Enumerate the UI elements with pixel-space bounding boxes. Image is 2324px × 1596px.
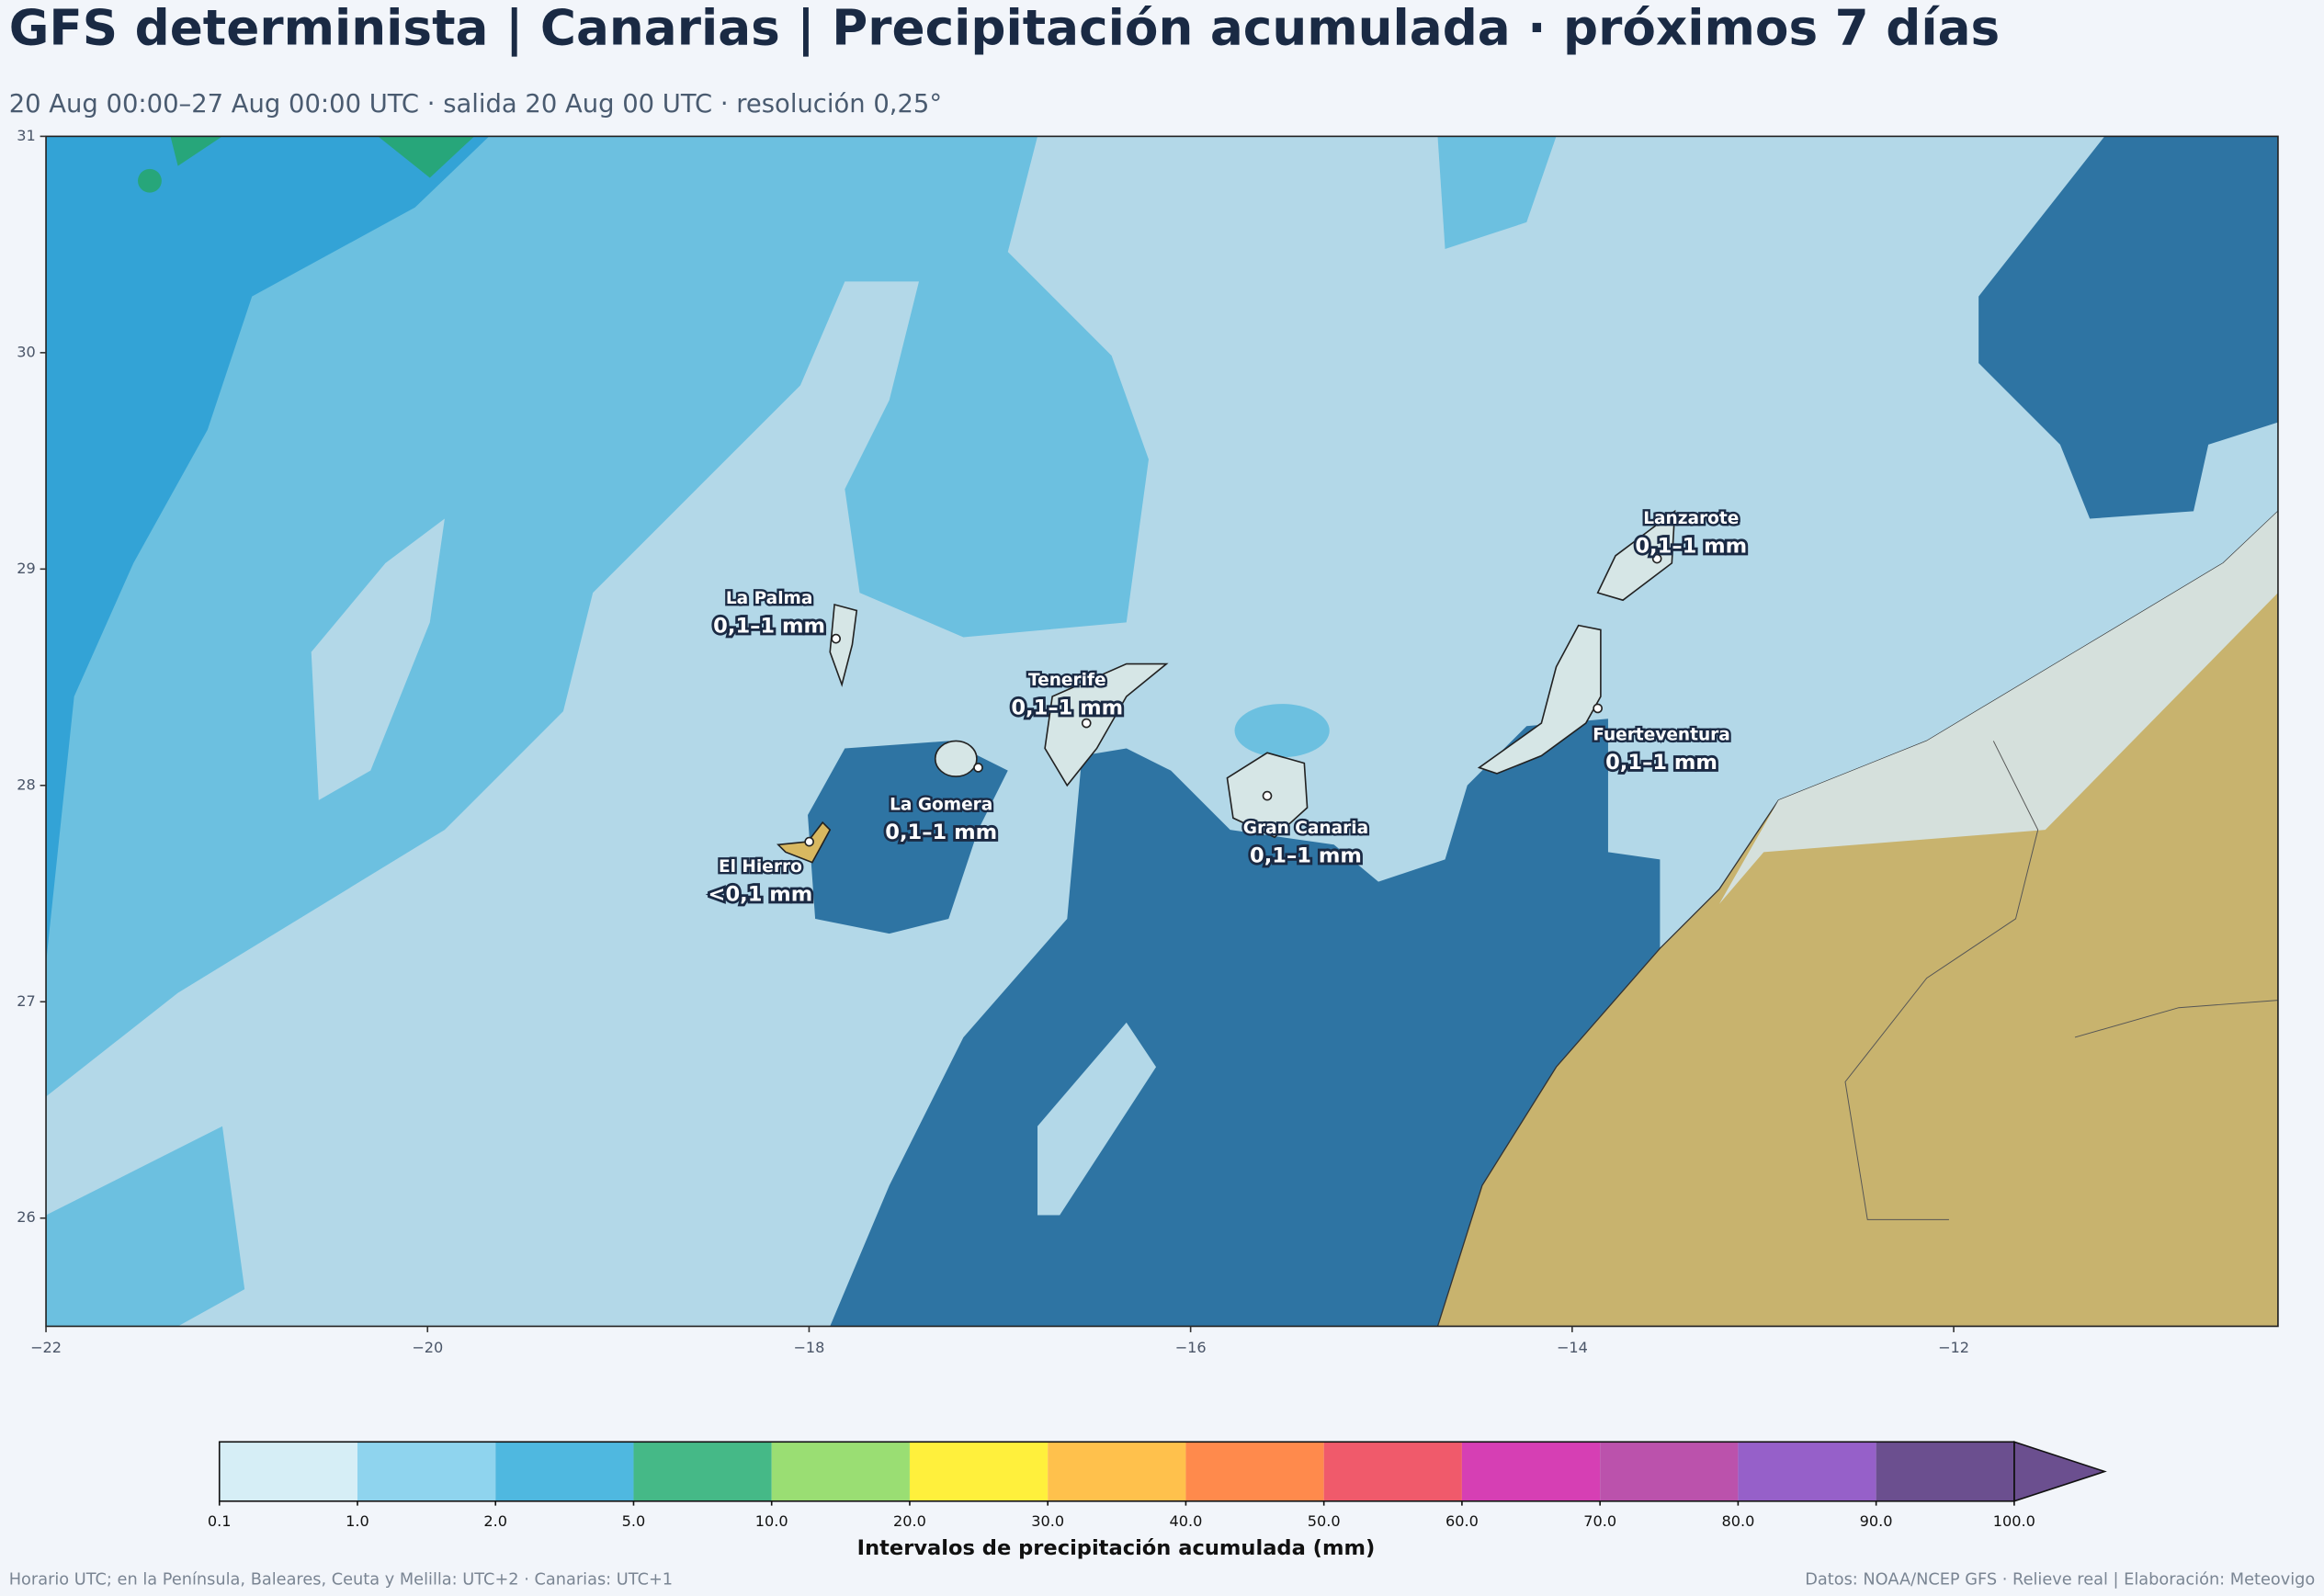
island-value: 0,1–1 mm	[885, 821, 997, 844]
colorbar-segment	[771, 1442, 910, 1501]
subtitle: 20 Aug 00:00–27 Aug 00:00 UTC · salida 2…	[9, 90, 942, 119]
colorbar-tick-label: 60.0	[1445, 1512, 1479, 1530]
field-patch	[1037, 1022, 1157, 1216]
y-tick-label: 26	[17, 1208, 36, 1226]
field-patch	[46, 136, 490, 964]
colorbar-segment	[1876, 1442, 2014, 1501]
footer-right: Datos: NOAA/NCEP GFS · Relieve real | El…	[1805, 1570, 2315, 1589]
island-capital	[1593, 703, 1603, 714]
field-patch	[808, 741, 1008, 934]
colorbar-segment	[357, 1442, 496, 1501]
colorbar-segment	[1048, 1442, 1186, 1501]
island	[829, 604, 858, 687]
colorbar-tick-label: 30.0	[1031, 1512, 1064, 1530]
plot-frame	[45, 135, 2279, 1328]
colorbar-tick-label: 0.1	[208, 1512, 232, 1530]
colorbar-tick-label: 10.0	[755, 1512, 788, 1530]
map-area	[46, 136, 2278, 1327]
island-name: La Gomera	[890, 795, 992, 814]
island-name: Fuerteventura	[1593, 725, 1730, 744]
colorbar-tick-label: 100.0	[1993, 1512, 2035, 1530]
colorbar-tick-label: 2.0	[483, 1512, 507, 1530]
colorbar-label: Intervalos de precipitación acumulada (m…	[857, 1536, 1376, 1560]
x-tick-label: −16	[1175, 1339, 1207, 1356]
title: GFS determinista | Canarias | Precipitac…	[9, 0, 2000, 57]
colorbar-segment	[495, 1442, 634, 1501]
island-name: Tenerife	[1028, 671, 1106, 690]
field-patch	[1234, 704, 1330, 758]
colorbar-tick-label: 90.0	[1860, 1512, 1893, 1530]
border	[1844, 741, 2278, 1220]
colorbar-tick-label: 70.0	[1583, 1512, 1616, 1530]
island-capital	[804, 836, 814, 847]
field-patch	[170, 136, 475, 178]
x-tick-label: −14	[1557, 1339, 1588, 1356]
island-capital	[1651, 553, 1662, 564]
colorbar-segment	[1185, 1442, 1324, 1501]
field-patch	[1978, 136, 2278, 519]
island-value: 0,1–1 mm	[1011, 696, 1123, 719]
y-tick-label: 28	[17, 775, 36, 793]
island-capital	[831, 633, 842, 644]
island-capital	[973, 763, 983, 773]
colorbar-frame	[218, 1441, 2015, 1502]
colorbar-tick-label: 5.0	[622, 1512, 646, 1530]
island-name: Gran Canaria	[1243, 819, 1368, 838]
coast-overlay	[1718, 511, 2278, 904]
island	[1044, 662, 1169, 787]
colorbar-tick-label: 80.0	[1721, 1512, 1754, 1530]
y-tick-label: 30	[17, 343, 36, 360]
colorbar-segment	[1461, 1442, 1601, 1501]
field-patch	[1437, 136, 1557, 249]
colorbar-tick-label: 1.0	[346, 1512, 369, 1530]
colorbar-extend	[2013, 1441, 2107, 1502]
islands: La Palma 0,1–1 mm Tenerife 0,1–1 mm La Gomer…	[706, 507, 1750, 910]
island-name: La Palma	[726, 589, 813, 608]
x-tick-label: −12	[1938, 1339, 1969, 1356]
colorbar-tick-label: 20.0	[893, 1512, 926, 1530]
island-value: 0,1–1 mm	[1605, 751, 1717, 775]
colorbar-segment	[909, 1442, 1049, 1501]
island	[934, 740, 978, 777]
colorbar-segment	[1323, 1442, 1462, 1501]
colorbar-tick-label: 50.0	[1308, 1512, 1341, 1530]
island	[1477, 624, 1602, 775]
x-tick-label: −18	[793, 1339, 824, 1356]
field-patch	[138, 168, 162, 193]
x-tick-label: −22	[30, 1339, 62, 1356]
island-value: <0,1 mm	[709, 883, 813, 907]
island-name: Lanzarote	[1643, 509, 1739, 528]
y-tick-label: 29	[17, 560, 36, 577]
island-value: 0,1–1 mm	[1250, 844, 1362, 868]
y-tick-label: 27	[17, 992, 36, 1010]
colorbar: 0.1 1.0 2.0 5.0 10.0 20.0 30.0 40.0 50.0 60.0 70.0…	[208, 1441, 2107, 1530]
y-tick-label: 31	[17, 127, 36, 144]
island-name: El Hierro	[719, 857, 802, 877]
x-tick-label: −20	[412, 1339, 443, 1356]
island-value: 0,1–1 mm	[1635, 535, 1747, 559]
colorbar-tick-label: 40.0	[1169, 1512, 1202, 1530]
colorbar-segment	[1738, 1442, 1876, 1501]
island-capital	[1262, 790, 1273, 801]
colorbar-segment	[219, 1442, 357, 1501]
island	[1596, 509, 1676, 602]
island-value: 0,1–1 mm	[713, 615, 825, 639]
colorbar-segment	[633, 1442, 772, 1501]
island-capital	[1081, 718, 1092, 729]
colorbar-segment	[1600, 1442, 1739, 1501]
field-patch	[311, 518, 445, 800]
footer-left: Horario UTC; en la Península, Baleares, …	[9, 1570, 673, 1589]
